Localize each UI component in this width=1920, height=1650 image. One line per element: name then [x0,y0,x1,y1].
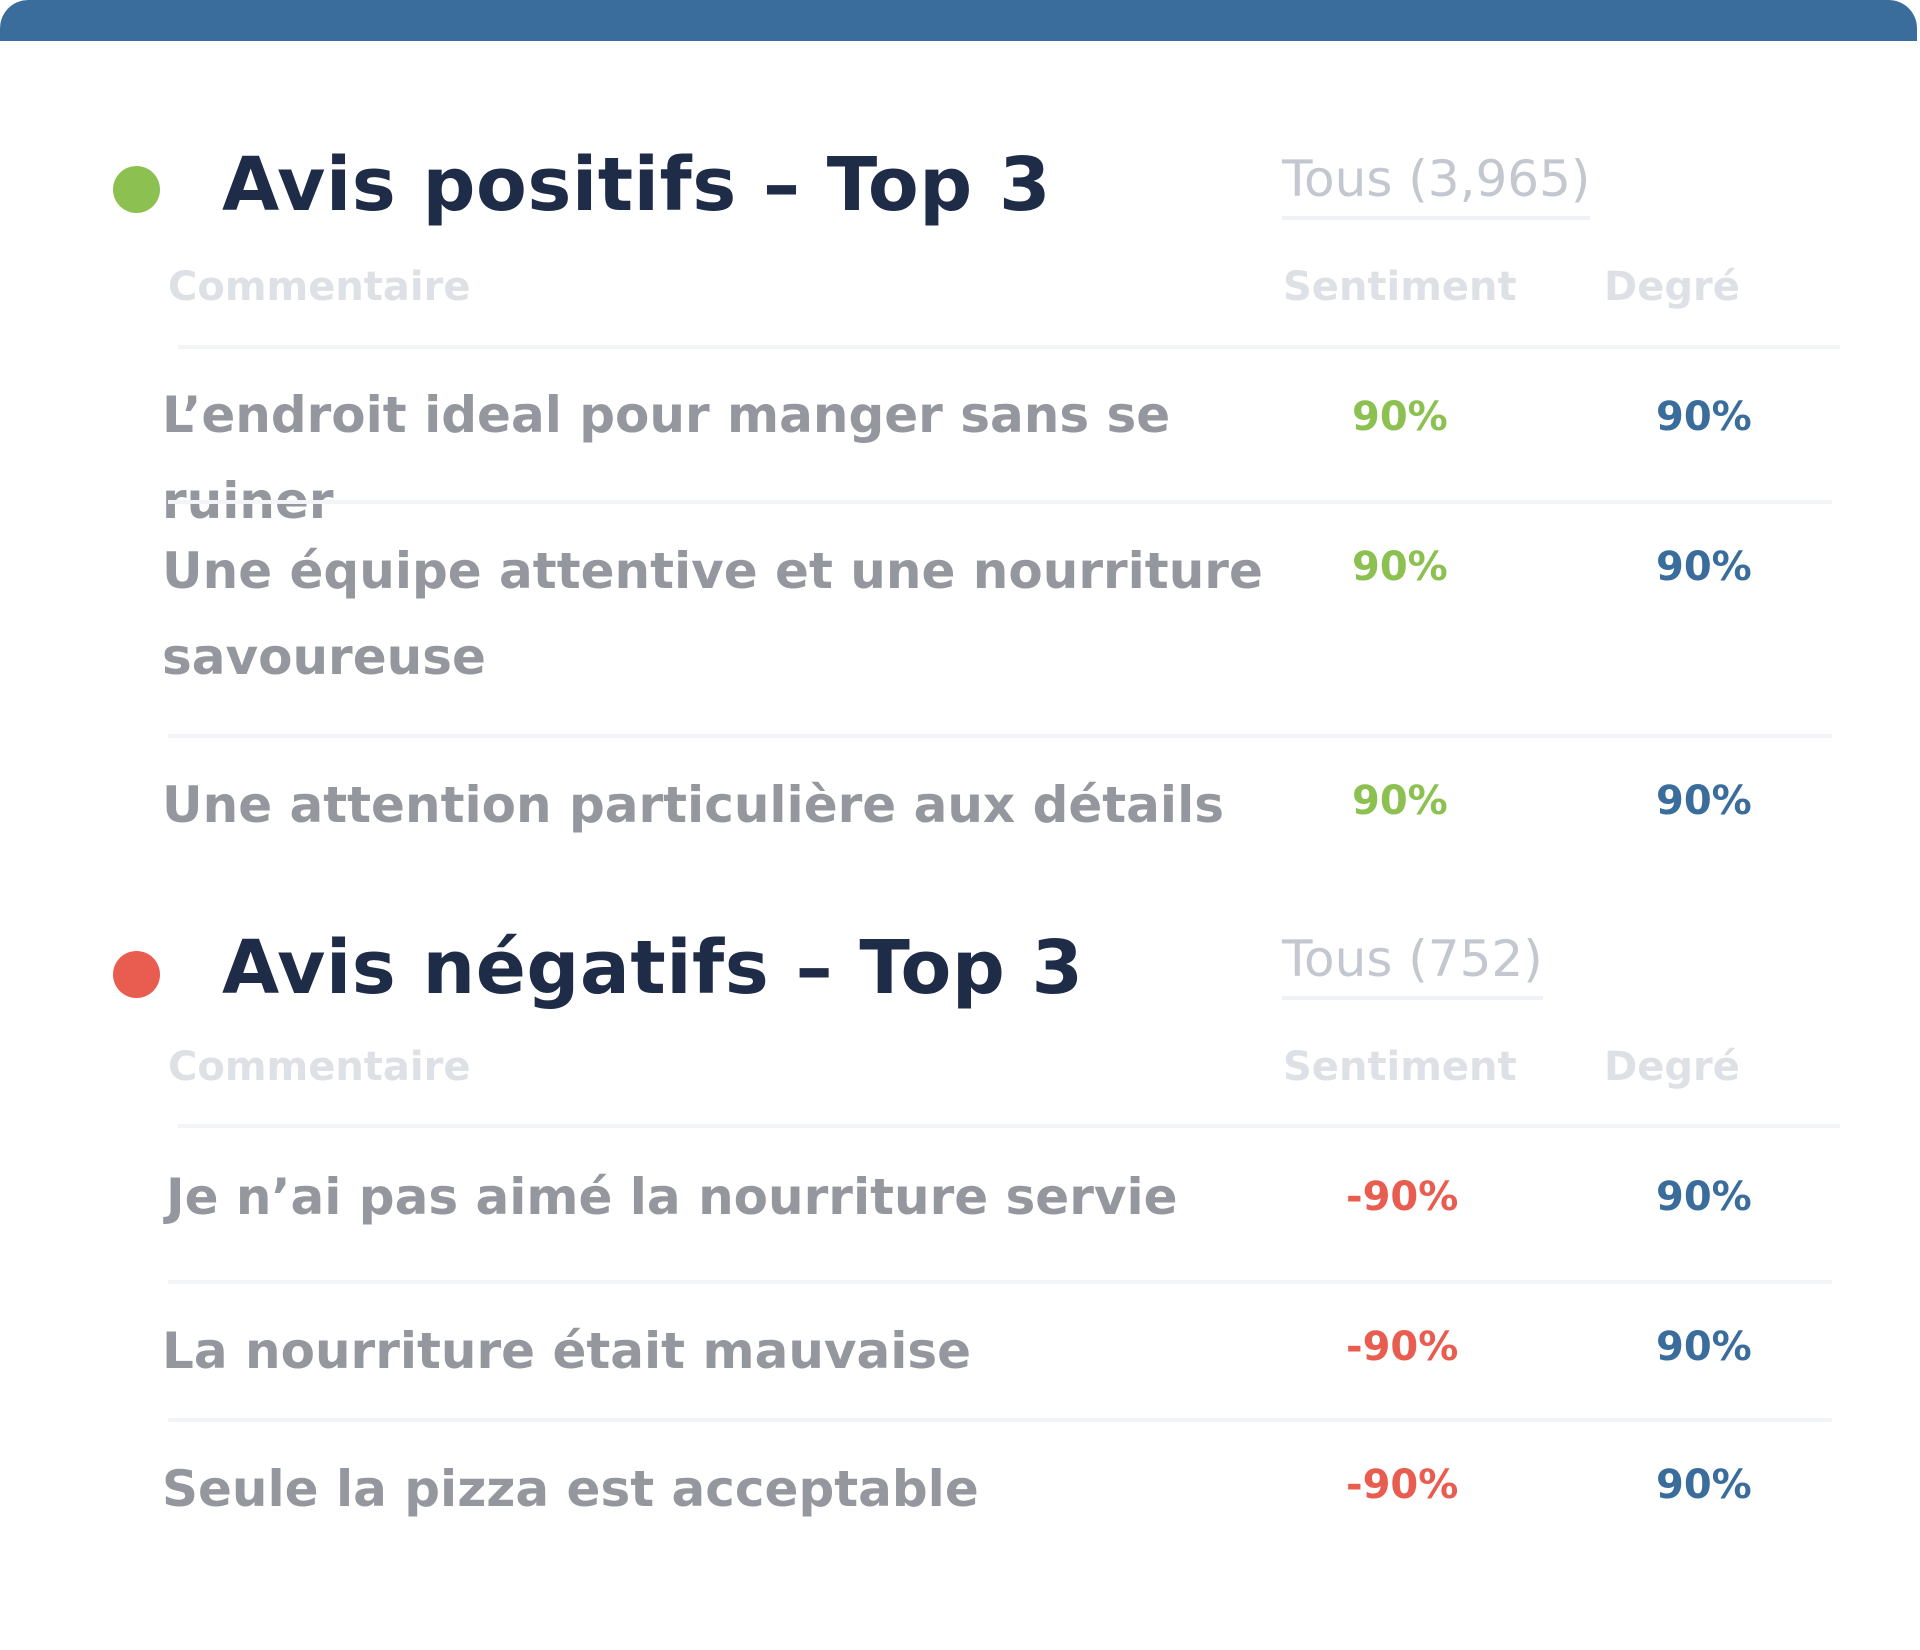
table-row-sentiment: 90% [1352,778,1448,824]
table-row-sentiment: 90% [1352,544,1448,590]
negative-all-filter-link[interactable]: Tous (752) [1282,930,1543,1000]
row-divider [168,500,1832,504]
sentiment-column-header: Sentiment [1283,264,1517,310]
table-row-degree: 90% [1656,394,1752,440]
table-row-comment: Seule la pizza est acceptable [162,1460,979,1518]
table-row-sentiment: -90% [1346,1174,1459,1220]
table-row-degree: 90% [1656,1462,1752,1508]
row-divider [168,1418,1832,1422]
positive-all-filter-link[interactable]: Tous (3,965) [1282,150,1591,220]
comment-column-header: Commentaire [168,264,471,310]
row-divider [168,1280,1832,1284]
table-row-comment: Une équipe attentive et une nourriture s… [162,542,1263,686]
table-row-sentiment: 90% [1352,394,1448,440]
positive-section-title: Avis positifs – Top 3 [222,142,1051,228]
card-accent-bar [0,0,1917,41]
degree-column-header: Degré [1604,264,1740,310]
table-row-degree: 90% [1656,544,1752,590]
table-row-sentiment: -90% [1346,1462,1459,1508]
comment-column-header: Commentaire [168,1044,471,1090]
table-row-comment: Une attention particulière aux détails [162,776,1224,834]
positive-indicator-dot [113,166,160,213]
table-row-comment: La nourriture était mauvaise [162,1322,972,1380]
table-row-degree: 90% [1656,1324,1752,1370]
header-divider [178,1124,1840,1128]
header-divider [178,345,1840,349]
degree-column-header: Degré [1604,1044,1740,1090]
table-row-comment: L’endroit ideal pour manger sans se ruin… [162,386,1171,530]
table-row-degree: 90% [1656,1174,1752,1220]
table-row-sentiment: -90% [1346,1324,1459,1370]
negative-section-title: Avis négatifs – Top 3 [222,925,1084,1011]
row-divider [168,734,1832,738]
table-row-comment: Je n’ai pas aimé la nourriture servie [166,1168,1178,1226]
table-row-degree: 90% [1656,778,1752,824]
negative-indicator-dot [113,951,160,998]
sentiment-column-header: Sentiment [1283,1044,1517,1090]
